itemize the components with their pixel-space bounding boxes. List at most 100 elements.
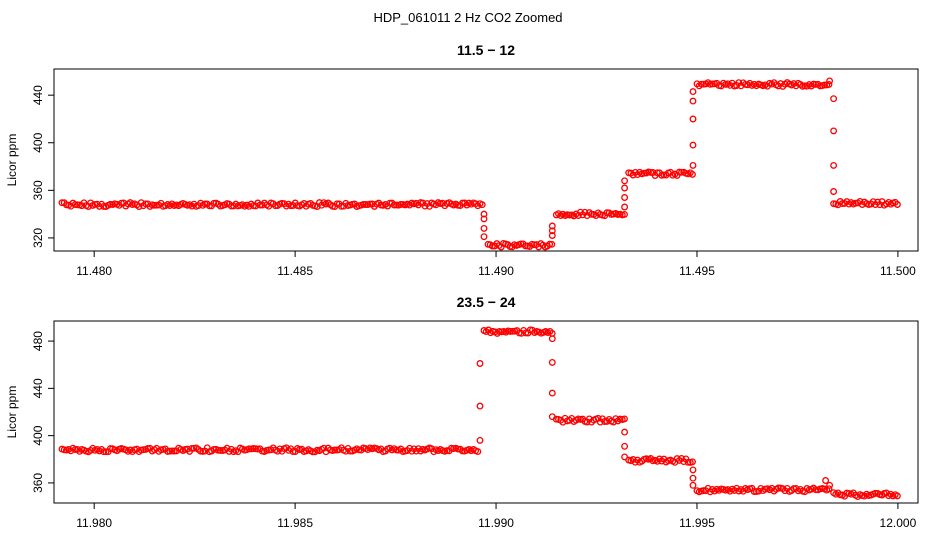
data-point bbox=[359, 200, 367, 208]
data-point bbox=[390, 201, 398, 209]
data-point bbox=[480, 210, 488, 218]
data-point bbox=[678, 168, 685, 176]
x-tick-label: 11.990 bbox=[478, 516, 514, 530]
data-point bbox=[478, 201, 486, 209]
data-point bbox=[697, 80, 705, 88]
data-point bbox=[830, 161, 838, 169]
data-point bbox=[331, 446, 339, 454]
data-point bbox=[566, 211, 573, 219]
data-point bbox=[689, 97, 697, 105]
panel-title: 23.5 − 24 bbox=[457, 294, 516, 310]
data-point bbox=[362, 201, 370, 208]
data-point bbox=[397, 200, 405, 208]
data-point bbox=[621, 203, 629, 211]
data-point bbox=[826, 481, 834, 489]
x-tick-label: 11.985 bbox=[277, 516, 313, 530]
data-point bbox=[216, 446, 224, 454]
data-point bbox=[548, 222, 556, 230]
data-point bbox=[750, 488, 758, 495]
data-point bbox=[588, 210, 595, 218]
data-point bbox=[621, 177, 629, 185]
y-tick-label: 480 bbox=[31, 331, 45, 351]
x-tick-label: 11.480 bbox=[76, 264, 112, 278]
x-tick-label: 12.000 bbox=[880, 516, 917, 530]
data-point bbox=[812, 80, 820, 88]
data-point bbox=[548, 335, 556, 343]
y-tick-label: 400 bbox=[31, 132, 45, 152]
data-point bbox=[826, 77, 834, 85]
y-tick-label: 360 bbox=[31, 180, 45, 200]
panel-1: 11.5 − 12 Licor ppm 11.480 11.485 11.490 11.4… bbox=[5, 42, 919, 278]
data-point bbox=[214, 446, 222, 454]
data-point bbox=[689, 141, 697, 149]
data-point bbox=[689, 115, 697, 123]
data-point bbox=[621, 415, 628, 423]
y-tick-label: 440 bbox=[31, 378, 45, 398]
data-point bbox=[548, 227, 556, 235]
data-point bbox=[708, 80, 716, 88]
data-point bbox=[548, 240, 556, 248]
data-point bbox=[621, 428, 629, 436]
data-point bbox=[476, 402, 484, 410]
data-point bbox=[830, 127, 838, 135]
data-point bbox=[210, 445, 218, 453]
data-point bbox=[825, 485, 833, 493]
data-point bbox=[621, 210, 628, 218]
data-point bbox=[150, 201, 158, 209]
data-point bbox=[509, 327, 517, 335]
data-point bbox=[689, 170, 696, 178]
data-point bbox=[689, 458, 696, 466]
data-point bbox=[689, 466, 697, 474]
x-tick-label: 11.995 bbox=[679, 516, 715, 530]
data-point bbox=[521, 242, 529, 250]
x-tick-label: 11.495 bbox=[679, 264, 715, 278]
y-tick-label: 320 bbox=[31, 228, 45, 248]
data-point bbox=[548, 389, 556, 397]
data-point bbox=[102, 448, 110, 456]
data-point bbox=[168, 447, 176, 455]
data-point bbox=[893, 492, 901, 500]
data-point bbox=[689, 474, 697, 482]
data-point bbox=[480, 224, 488, 232]
data-point bbox=[476, 436, 484, 444]
data-point bbox=[506, 327, 514, 335]
data-point bbox=[474, 448, 482, 456]
data-point bbox=[621, 442, 629, 450]
y-tick-label: 400 bbox=[31, 425, 45, 445]
panel-2: 23.5 − 24 Licor ppm 11.980 11.985 11.990 11.9… bbox=[5, 294, 919, 530]
data-point bbox=[548, 413, 556, 421]
data-point bbox=[825, 80, 833, 88]
data-point bbox=[812, 486, 820, 494]
y-axis-label: Licor ppm bbox=[5, 386, 19, 439]
data-point bbox=[346, 447, 354, 455]
x-tick-label: 11.485 bbox=[277, 264, 313, 278]
data-point bbox=[289, 448, 297, 456]
data-point bbox=[480, 215, 488, 223]
data-point bbox=[893, 201, 901, 208]
data-points bbox=[58, 77, 901, 251]
data-point bbox=[684, 458, 692, 466]
panel-title: 11.5 − 12 bbox=[457, 42, 515, 58]
plot-frame bbox=[53, 320, 919, 504]
data-point bbox=[689, 88, 697, 96]
figure-title: HDP_061011 2 Hz CO2 Zoomed bbox=[373, 10, 562, 25]
data-point bbox=[309, 448, 317, 456]
data-point bbox=[689, 481, 697, 489]
x-tick-label: 11.980 bbox=[76, 516, 112, 530]
data-point bbox=[621, 194, 629, 201]
data-point bbox=[548, 232, 556, 239]
data-point bbox=[774, 484, 782, 492]
data-point bbox=[621, 184, 629, 192]
data-points bbox=[58, 326, 901, 501]
data-point bbox=[476, 360, 484, 367]
x-tick-label: 11.490 bbox=[478, 264, 514, 278]
y-axis-label: Licor ppm bbox=[5, 134, 19, 187]
data-point bbox=[689, 161, 697, 169]
data-point bbox=[548, 358, 556, 366]
data-point bbox=[871, 489, 879, 497]
data-point bbox=[821, 81, 829, 89]
data-point bbox=[822, 477, 830, 484]
data-point bbox=[647, 168, 655, 176]
